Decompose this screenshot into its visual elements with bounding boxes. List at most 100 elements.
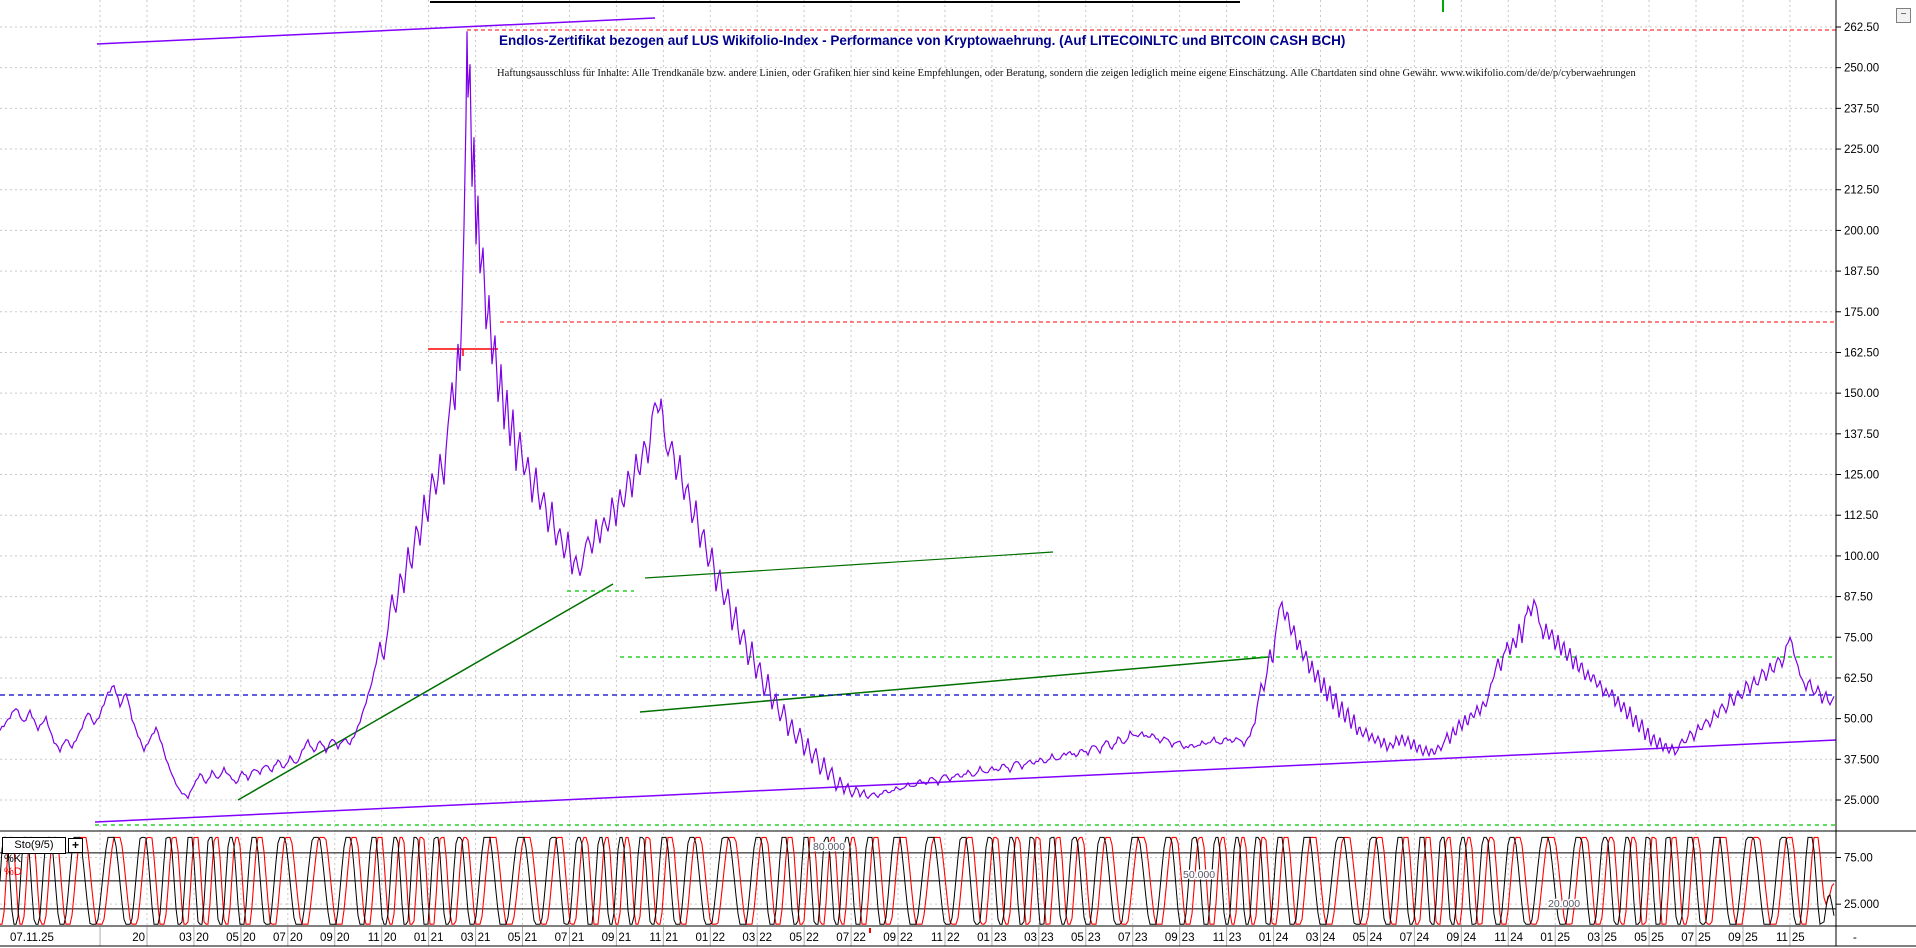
- x-axis-label-year: 22: [806, 932, 819, 944]
- x-axis-label-month: 05: [226, 932, 239, 944]
- x-axis-label-month: 03: [1587, 932, 1600, 944]
- y-axis-label: 137.50: [1844, 429, 1879, 441]
- x-axis-label-month: 07: [555, 932, 568, 944]
- y-axis-label: 150.00: [1844, 388, 1879, 400]
- x-axis-label-month: 03: [1306, 932, 1319, 944]
- y-axis-label: 100.00: [1844, 551, 1879, 563]
- x-axis-label-month: 09: [883, 932, 896, 944]
- x-axis-label-month: 09: [1447, 932, 1460, 944]
- x-axis-label-year: 21: [665, 932, 678, 944]
- x-axis-label-month: 11: [1776, 932, 1788, 944]
- stoch-level-label: 80.000: [813, 841, 845, 853]
- green-trendline-2023: [639, 656, 1269, 713]
- x-axis-label-year: 23: [1229, 932, 1242, 944]
- x-axis-label-year: 22: [853, 932, 866, 944]
- x-axis-label-year: 21: [478, 932, 491, 944]
- x-axis-label-month: 01: [1259, 932, 1272, 944]
- x-axis-label-month: 03: [742, 932, 755, 944]
- x-axis-label-month: 07: [1681, 932, 1694, 944]
- y-axis-label: 25.000: [1844, 795, 1879, 807]
- chart-title: Endlos-Zertifikat bezogen auf LUS Wikifo…: [499, 33, 1346, 48]
- x-axis-label-month: 09: [602, 932, 615, 944]
- x-axis-label-month: 05: [789, 932, 802, 944]
- x-axis-label-month: 01: [695, 932, 708, 944]
- x-axis-label-year: 23: [1088, 932, 1101, 944]
- x-axis-label-month: 05: [1353, 932, 1366, 944]
- x-axis-label-month: 09: [320, 932, 333, 944]
- y-axis-label: 200.00: [1844, 225, 1879, 237]
- y-axis-label: 212.50: [1844, 185, 1879, 197]
- stoch-axis-label: 75.00: [1844, 853, 1873, 865]
- y-axis-label: 175.00: [1844, 307, 1879, 319]
- x-axis-label-year: 25: [1604, 932, 1617, 944]
- x-axis-label-year: 21: [571, 932, 584, 944]
- y-axis-label: 112.50: [1844, 510, 1878, 522]
- y-axis-label: 125.00: [1844, 470, 1879, 482]
- y-axis-label: 87.50: [1844, 592, 1873, 604]
- green-trendline-2021: [237, 583, 614, 801]
- stochastic-k-label: %K: [4, 853, 22, 865]
- y-axis-label: 262.50: [1844, 22, 1879, 34]
- x-axis-label-year: 25: [1698, 932, 1711, 944]
- stochastic-indicator-button[interactable]: Sto(9/5): [2, 837, 66, 854]
- x-axis-label-month: 07: [1400, 932, 1413, 944]
- upper-purple-trendline: [96, 17, 656, 45]
- minimize-button[interactable]: −: [1896, 8, 1911, 23]
- x-axis-label-year: 25: [1651, 932, 1664, 944]
- x-axis-label-month: 01: [1540, 932, 1553, 944]
- x-axis-label-year: 20: [290, 932, 303, 944]
- y-axis-label: 225.00: [1844, 144, 1879, 156]
- x-axis-label-year: 23: [1182, 932, 1195, 944]
- add-indicator-button[interactable]: +: [68, 838, 83, 853]
- x-axis-label-year: 24: [1510, 932, 1523, 944]
- x-axis-label-month: 09: [1165, 932, 1178, 944]
- x-axis-label-month: 05: [1071, 932, 1084, 944]
- x-axis-label-year: 24: [1416, 932, 1429, 944]
- x-axis-label-month: 11: [368, 932, 380, 944]
- x-axis-label-year: 21: [431, 932, 444, 944]
- x-axis-label-year: 23: [1041, 932, 1054, 944]
- y-axis-label: 37.500: [1844, 754, 1879, 766]
- x-axis-label-year: 23: [1135, 932, 1148, 944]
- x-axis-label-month: 11: [1494, 932, 1506, 944]
- x-axis-label-month: 07: [273, 932, 286, 944]
- x-axis-label-month: 03: [1024, 932, 1037, 944]
- y-axis-label: 187.50: [1844, 266, 1879, 278]
- stochastic-k-value-badge: 12.631: [1841, 910, 1877, 922]
- stochastic-d-value-badge: 47.070: [1841, 874, 1877, 886]
- x-axis-label-year: 20: [384, 932, 397, 944]
- price-line-series: [0, 31, 1835, 800]
- x-axis-label-year: 22: [759, 932, 772, 944]
- x-axis-label-month: 03: [179, 932, 192, 944]
- x-axis-label-year: 20: [243, 932, 256, 944]
- x-axis-label-year: 22: [900, 932, 913, 944]
- x-axis-label: 20: [132, 932, 145, 944]
- x-axis-label-month: 11: [931, 932, 943, 944]
- x-axis-last-label: -: [1853, 932, 1857, 944]
- stochastic-d-series: [0, 836, 1835, 925]
- x-axis-label-month: 03: [461, 932, 474, 944]
- x-axis-label-year: 24: [1323, 932, 1336, 944]
- y-axis-label: 250.00: [1844, 63, 1879, 75]
- y-axis-label: 62.50: [1844, 673, 1873, 685]
- x-axis-label-year: 22: [947, 932, 960, 944]
- y-axis-label: 237.50: [1844, 103, 1879, 115]
- purple-support-line: [94, 739, 1837, 823]
- x-axis-label-year: 25: [1745, 932, 1758, 944]
- chart-disclaimer: Haftungsausschluss für Inhalte: Alle Tre…: [497, 68, 1636, 79]
- x-axis-label-month: 05: [508, 932, 521, 944]
- x-axis-label-year: 23: [994, 932, 1007, 944]
- x-axis-label-month: 11: [649, 932, 661, 944]
- x-axis-label-year: 22: [712, 932, 725, 944]
- x-axis-label-year: 25: [1557, 932, 1570, 944]
- x-axis-first-label: 07.11.25: [10, 932, 54, 944]
- y-axis-label: 75.00: [1844, 632, 1873, 644]
- x-axis-label-year: 20: [337, 932, 350, 944]
- stoch-level-label: 20.000: [1548, 898, 1580, 910]
- x-axis-label-month: 01: [977, 932, 990, 944]
- x-axis-label-year: 24: [1276, 932, 1289, 944]
- x-axis-label-year: 20: [196, 932, 209, 944]
- current-price-badge: 56.83: [1841, 689, 1870, 701]
